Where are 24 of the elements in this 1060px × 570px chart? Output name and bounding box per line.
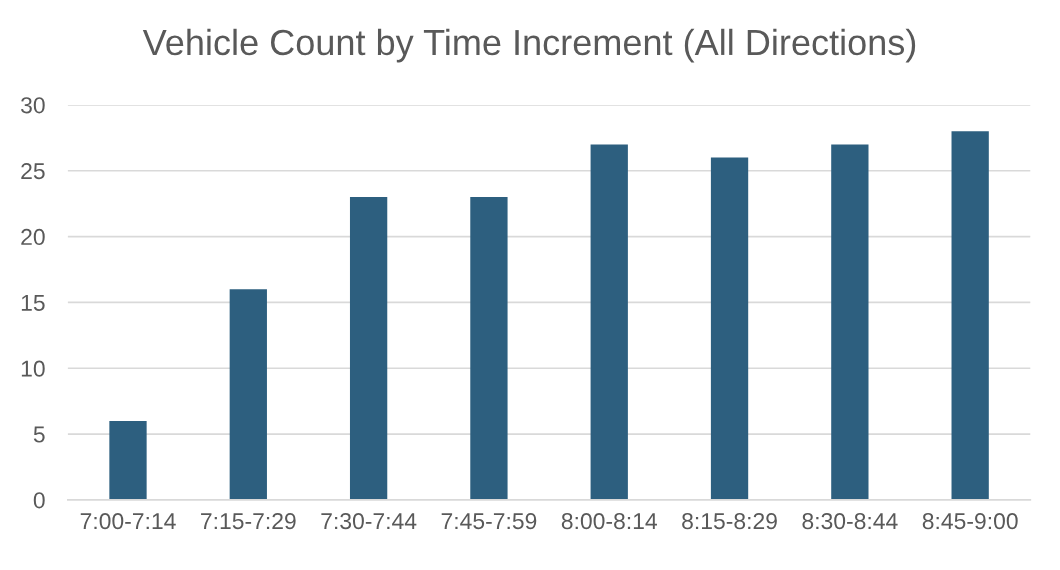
y-tick-label: 30 [21, 97, 45, 114]
x-tick-label: 7:00-7:14 [80, 513, 176, 530]
bar [831, 144, 869, 500]
y-tick-label: 20 [21, 228, 45, 246]
x-tick-label: 8:45-9:00 [922, 513, 1018, 530]
bar [109, 420, 147, 500]
x-tick-label: 8:00-8:14 [561, 513, 657, 530]
x-tick-label: 8:15-8:29 [682, 513, 777, 530]
x-tick-label: 7:45-7:59 [441, 513, 537, 530]
bar [349, 197, 388, 500]
bar [229, 289, 267, 500]
y-tick-label: 10 [21, 360, 45, 377]
bar [590, 144, 628, 500]
x-tick-label: 8:30-8:44 [802, 513, 898, 530]
bar [710, 157, 749, 500]
chart-title: Vehicle Count by Time Increment (All Directions) [142, 28, 916, 63]
bar [951, 131, 989, 500]
y-tick-label: 0 [33, 492, 45, 509]
y-tick-label: 25 [21, 163, 45, 180]
x-tick-label: 7:30-7:44 [321, 513, 417, 530]
x-tick-label: 7:15-7:29 [201, 513, 296, 530]
y-tick-label: 5 [33, 426, 45, 443]
y-tick-label: 15 [21, 294, 45, 311]
bar [470, 197, 508, 500]
